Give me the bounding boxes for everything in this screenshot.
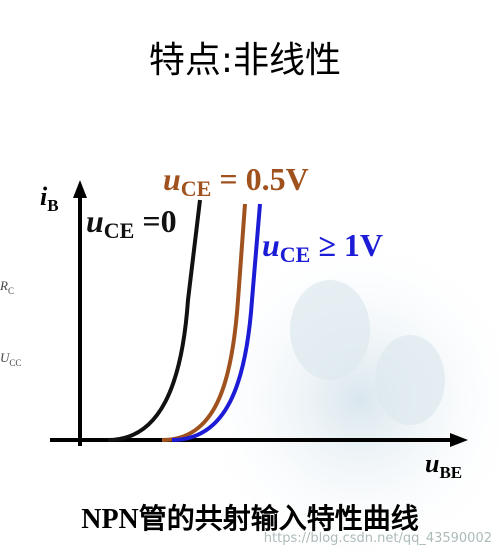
x-arrow [450, 433, 468, 447]
y-axis-label: iB [40, 182, 59, 215]
label-var: u [425, 449, 439, 478]
curve-0 [107, 199, 202, 442]
curve-1 [171, 203, 262, 442]
side-label: RC [0, 278, 14, 296]
label-var: u [86, 203, 104, 239]
x-axis-label: uBE [425, 449, 462, 482]
label-var: u [163, 161, 181, 197]
side-sub: C [8, 286, 14, 296]
caption: NPN管的共射输入特性曲线 [81, 502, 419, 535]
label-sub: CE [280, 242, 311, 267]
title: 特点:非线性 [149, 40, 341, 81]
side-var: U [0, 350, 11, 365]
label-rest: = 0.5V [211, 161, 308, 197]
watermark: https://blog.csdn.net/qq_43590002 [264, 531, 492, 546]
label-sub: CE [181, 176, 212, 201]
label-rest: ≥ 1V [310, 227, 383, 263]
background-photo [375, 335, 445, 425]
curve-label: uCE ≥ 1V [262, 227, 383, 267]
label-sub: B [47, 196, 58, 215]
label-rest: =0 [134, 203, 176, 239]
background-photo [290, 280, 370, 380]
curve-label: uCE =0 [86, 203, 177, 243]
curve-label: uCE = 0.5V [163, 161, 309, 201]
side-sub: CC [9, 358, 21, 368]
y-arrow [73, 180, 87, 198]
label-sub: BE [439, 463, 462, 482]
label-var: u [262, 227, 280, 263]
curve-05 [161, 203, 247, 442]
side-var: R [0, 278, 8, 293]
label-sub: CE [104, 218, 135, 243]
label-var: i [40, 182, 48, 211]
background-photo [190, 230, 499, 554]
side-label: UCC [0, 350, 21, 368]
